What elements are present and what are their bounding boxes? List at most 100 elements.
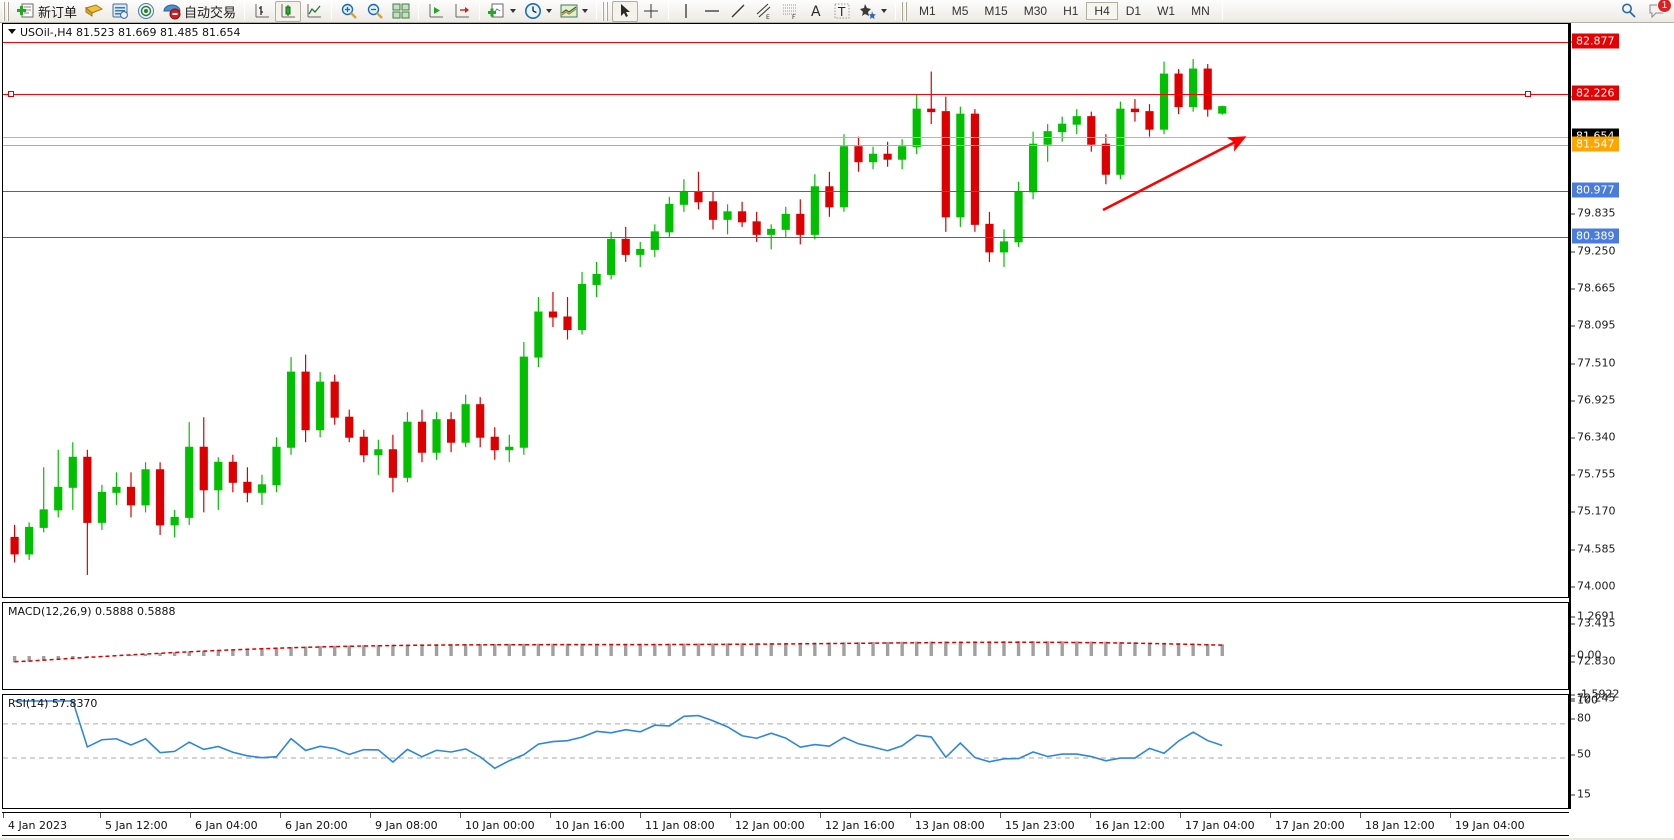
period-button[interactable] xyxy=(520,1,556,22)
candlestick-chart-button[interactable] xyxy=(275,0,302,22)
toolbar-separator xyxy=(895,2,897,20)
level-line-resistance-1 xyxy=(3,94,1568,95)
rsi-series xyxy=(3,700,1568,770)
price-tick: 75.755 xyxy=(1571,467,1616,481)
alerts-icon[interactable]: 1 xyxy=(1648,0,1672,20)
timeframe-w1[interactable]: W1 xyxy=(1157,4,1176,18)
timeframe-mn[interactable]: MN xyxy=(1191,4,1210,18)
search-icon[interactable] xyxy=(1620,2,1638,20)
clock-icon xyxy=(524,2,542,20)
chevron-down-icon[interactable] xyxy=(582,9,589,13)
price-label-support-2[interactable]: 80.389 xyxy=(1572,228,1619,244)
tile-windows-button[interactable] xyxy=(388,1,414,22)
timeframe-m15[interactable]: M15 xyxy=(984,4,1008,18)
time-tick-label: 5 Jan 12:00 xyxy=(100,813,168,832)
vertical-line-icon xyxy=(677,2,695,20)
chart-shift-button[interactable] xyxy=(423,1,449,22)
objects-list-button[interactable] xyxy=(855,1,891,22)
macd-pane[interactable]: MACD(12,26,9) 0.5888 0.5888 xyxy=(2,602,1569,690)
level-line-support-2 xyxy=(3,237,1568,238)
price-tick: 78.095 xyxy=(1571,318,1616,332)
horizontal-line-button[interactable] xyxy=(699,1,725,22)
price-label-resistance-2[interactable]: 82.877 xyxy=(1572,33,1619,49)
chevron-down-icon[interactable] xyxy=(546,9,553,13)
market-watch-button[interactable] xyxy=(107,1,133,22)
time-axis[interactable]: 4 Jan 2023 5 Jan 12:00 6 Jan 04:00 6 Jan 20… xyxy=(2,812,1569,836)
time-tick-label: 13 Jan 08:00 xyxy=(910,813,985,832)
text-label-button[interactable]: T xyxy=(829,1,855,22)
cursor-button[interactable] xyxy=(612,0,639,22)
bar-chart-button[interactable] xyxy=(249,1,275,22)
price-pane[interactable]: USOil-,H4 81.523 81.669 81.485 81.654 xyxy=(2,23,1569,598)
toolbar-separator xyxy=(418,2,420,20)
line-chart-button[interactable] xyxy=(301,1,327,22)
toolbar-grip[interactable] xyxy=(602,1,610,21)
add-indicator-icon xyxy=(488,2,506,20)
timeframe-h1[interactable]: H1 xyxy=(1063,4,1079,18)
chart-title: USOil-,H4 81.523 81.669 81.485 81.654 xyxy=(20,26,241,39)
rsi-pane[interactable]: RSI(14) 57.8370 xyxy=(2,694,1569,809)
auto-trading-button[interactable]: 自动交易 xyxy=(159,1,240,22)
fibonacci-icon: F xyxy=(781,2,799,20)
new-order-button[interactable]: 新订单 xyxy=(13,1,81,22)
level-anchor-right[interactable] xyxy=(1525,91,1531,97)
new-order-label: 新订单 xyxy=(38,5,78,21)
price-label-pivot[interactable]: 81.547 xyxy=(1572,136,1619,152)
timeframe-m1[interactable]: M1 xyxy=(919,4,936,18)
market-watch-icon xyxy=(111,2,129,20)
profiles-button[interactable] xyxy=(81,1,107,22)
macd-tick: 0.00 xyxy=(1571,648,1602,662)
navigator-icon xyxy=(137,2,155,20)
price-tick: 72.830 xyxy=(1571,654,1616,668)
folder-icon xyxy=(85,2,104,20)
zoom-out-icon xyxy=(366,2,384,20)
toolbar-grip[interactable] xyxy=(3,1,10,21)
timeframe-m30[interactable]: M30 xyxy=(1023,4,1048,18)
rsi-label: RSI(14) 57.8370 xyxy=(8,697,98,710)
equidistant-channel-button[interactable]: E xyxy=(751,1,777,22)
status-bar xyxy=(0,838,1674,840)
price-tick: 76.340 xyxy=(1571,430,1616,444)
chart-shift-icon xyxy=(427,2,445,20)
price-tick: 79.835 xyxy=(1571,206,1616,220)
timeframe-d1[interactable]: D1 xyxy=(1125,4,1142,18)
zoom-out-button[interactable] xyxy=(362,1,388,22)
zoom-in-button[interactable] xyxy=(336,1,362,22)
level-line-pivot xyxy=(3,145,1568,146)
chevron-down-icon[interactable] xyxy=(881,9,888,13)
text-button[interactable]: A xyxy=(803,1,829,22)
level-line-current-price xyxy=(3,137,1568,138)
rsi-tick: 100 xyxy=(1571,693,1598,707)
timeframe-h4[interactable]: H4 xyxy=(1086,2,1118,20)
toolbar-grip[interactable] xyxy=(901,1,909,21)
trendline-button[interactable] xyxy=(725,1,751,22)
rsi-tick: 15 xyxy=(1571,787,1591,801)
crosshair-button[interactable] xyxy=(638,1,664,22)
price-tick: 77.510 xyxy=(1571,356,1616,370)
price-axis[interactable]: 82.76082.17579.83579.25078.66578.09577.5… xyxy=(1569,23,1674,809)
chart-area[interactable]: USOil-,H4 81.523 81.669 81.485 81.654 xyxy=(0,23,1674,840)
fibonacci-button[interactable]: F xyxy=(777,1,803,22)
objects-icon xyxy=(859,2,877,20)
main-toolbar: 新订单 xyxy=(0,0,1674,23)
time-tick-label: 11 Jan 08:00 xyxy=(640,813,715,832)
auto-scroll-button[interactable] xyxy=(449,1,475,22)
templates-button[interactable] xyxy=(556,1,592,22)
chevron-down-icon[interactable] xyxy=(510,9,517,13)
chevron-down-icon[interactable] xyxy=(8,29,16,34)
timeframe-m5[interactable]: M5 xyxy=(951,4,969,18)
time-tick-label: 6 Jan 04:00 xyxy=(190,813,258,832)
vertical-line-button[interactable] xyxy=(673,1,699,22)
svg-text:E: E xyxy=(766,14,770,20)
level-anchor-left[interactable] xyxy=(8,91,14,97)
toolbar-separator xyxy=(1221,2,1223,20)
toolbar-right-group: 1 xyxy=(1620,0,1674,20)
navigator-button[interactable] xyxy=(133,1,159,22)
time-tick-label: 12 Jan 00:00 xyxy=(730,813,805,832)
indicators-button[interactable] xyxy=(484,1,520,22)
price-label-resistance-1[interactable]: 82.226 xyxy=(1572,85,1619,101)
toolbar-separator xyxy=(331,2,333,20)
price-label-support-1[interactable]: 80.977 xyxy=(1572,182,1619,198)
bar-chart-icon xyxy=(253,2,271,20)
time-tick-label: 16 Jan 12:00 xyxy=(1090,813,1165,832)
